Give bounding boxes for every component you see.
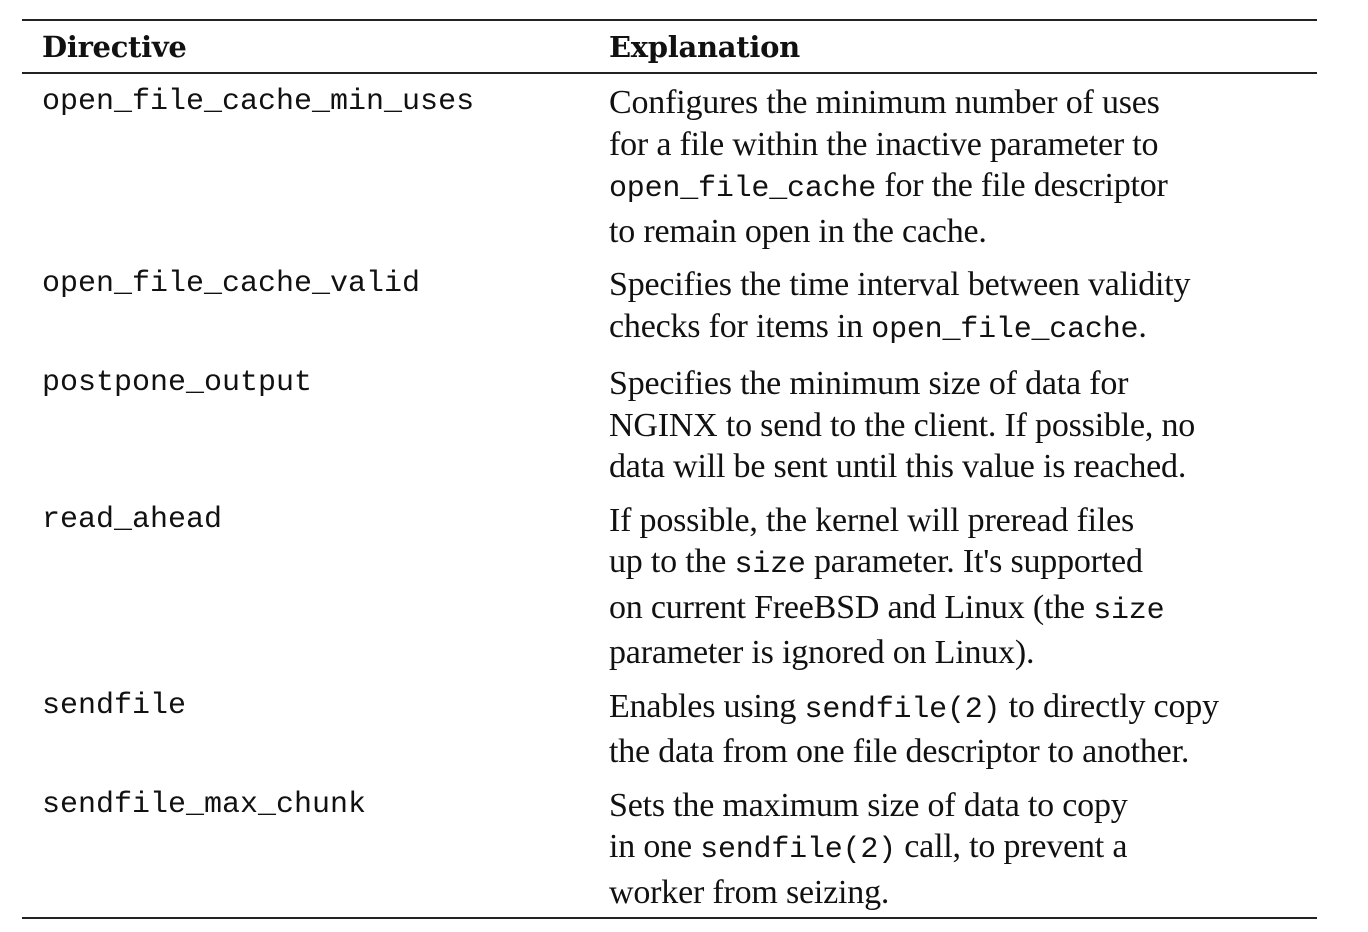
explanation-text: call, to prevent a (895, 828, 1128, 865)
inline-code: size (1093, 593, 1165, 628)
directive-name: sendfile_max_chunk (42, 787, 367, 822)
explanation-line: open_file_cache for the file descriptor (609, 165, 1317, 211)
header-directive: Directive (42, 30, 187, 64)
explanation-text: for a file within the inactive parameter… (609, 125, 1159, 163)
directive-table: Directive Explanation open_file_cache_mi… (22, 19, 1317, 919)
inline-code: open_file_cache (609, 172, 877, 206)
table-body: open_file_cache_min_uses Configures the m… (22, 74, 1317, 917)
explanation-text: If possible, the kernel will preread fil… (609, 501, 1135, 539)
explanation-line: Specifies the minimum size of data for (609, 363, 1317, 405)
directive-name: open_file_cache_valid (42, 267, 421, 301)
table-row: sendfile Enables using sendfile(2) to dir… (22, 678, 1317, 777)
inline-code: open_file_cache (871, 312, 1139, 347)
table-row: open_file_cache_min_uses Configures the m… (22, 74, 1317, 256)
explanation-line: up to the size parameter. It's supported (609, 541, 1317, 587)
explanation-line: Specifies the time interval between vali… (609, 264, 1317, 306)
inline-code: size (734, 548, 806, 582)
explanation-line: parameter is ignored on Linux). (609, 632, 1317, 674)
inline-code: sendfile(2) (804, 692, 1001, 727)
explanation-text: Sets the maximum size of data to copy (609, 786, 1128, 824)
explanation-text: for the file descriptor (876, 167, 1168, 204)
explanation-text: the data from one file descriptor to ano… (609, 733, 1190, 770)
directive-name: sendfile (42, 688, 187, 723)
explanation-text: on current FreeBSD and Linux (the (609, 588, 1094, 626)
header-explanation: Explanation (609, 30, 800, 64)
explanation-text: Specifies the minimum size of data for (609, 365, 1129, 402)
explanation-text: Configures the minimum number of uses (609, 84, 1160, 121)
directive-explanation: Specifies the time interval between vali… (609, 256, 1317, 355)
directive-explanation: Configures the minimum number of uses for… (609, 74, 1317, 256)
explanation-line: Configures the minimum number of uses (609, 82, 1317, 124)
explanation-line: data will be sent until this value is re… (609, 446, 1317, 488)
explanation-text: NGINX to send to the client. If possible… (609, 406, 1196, 444)
explanation-text: data will be sent until this value is re… (609, 448, 1187, 485)
explanation-text: to remain open in the cache. (609, 212, 987, 250)
directive-name: read_ahead (42, 502, 223, 537)
explanation-text: in one (609, 828, 701, 865)
directive-explanation: Sets the maximum size of data to copy in … (609, 777, 1317, 918)
explanation-text: . (1138, 307, 1147, 345)
directive-name: postpone_output (42, 366, 313, 400)
explanation-line: Enables using sendfile(2) to directly co… (609, 686, 1317, 732)
explanation-line: checks for items in open_file_cache. (609, 306, 1317, 352)
table-row: sendfile_max_chunk Sets the maximum size … (22, 777, 1317, 918)
directive-explanation: If possible, the kernel will preread fil… (609, 492, 1317, 678)
table-header-row: Directive Explanation (22, 21, 1317, 74)
table-row: read_ahead If possible, the kernel will p… (22, 492, 1317, 678)
explanation-text: worker from seizing. (609, 873, 890, 911)
directive-name: open_file_cache_min_uses (42, 85, 475, 119)
explanation-text: Specifies the time interval between vali… (609, 266, 1191, 303)
explanation-line: worker from seizing. (609, 872, 1317, 914)
explanation-line: Sets the maximum size of data to copy (609, 785, 1317, 827)
explanation-text: parameter is ignored on Linux). (609, 634, 1035, 671)
explanation-line: for a file within the inactive parameter… (609, 124, 1317, 166)
explanation-text: up to the (609, 543, 735, 580)
explanation-text: parameter. It's supported (805, 543, 1143, 580)
table-row: postpone_output Specifies the minimum siz… (22, 355, 1317, 492)
explanation-line: If possible, the kernel will preread fil… (609, 500, 1317, 542)
explanation-text: checks for items in (609, 307, 872, 345)
explanation-line: the data from one file descriptor to ano… (609, 731, 1317, 773)
explanation-text: to directly copy (1000, 687, 1219, 725)
explanation-line: on current FreeBSD and Linux (the size (609, 587, 1317, 633)
explanation-text: Enables using (609, 687, 805, 725)
table-row: open_file_cache_valid Specifies the time … (22, 256, 1317, 355)
explanation-line: to remain open in the cache. (609, 211, 1317, 253)
explanation-line: in one sendfile(2) call, to prevent a (609, 826, 1317, 872)
directive-explanation: Specifies the minimum size of data for NG… (609, 355, 1317, 492)
explanation-line: NGINX to send to the client. If possible… (609, 405, 1317, 447)
directive-explanation: Enables using sendfile(2) to directly co… (609, 678, 1317, 777)
inline-code: sendfile(2) (700, 833, 896, 867)
